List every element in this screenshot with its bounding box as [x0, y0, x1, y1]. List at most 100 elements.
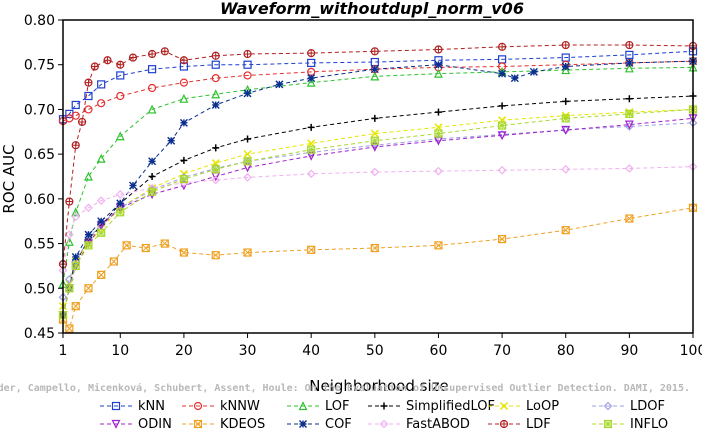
data-point: [243, 89, 252, 98]
data-point: [116, 199, 125, 208]
watermark-line-1: Campos, Zimek, Sander, Campello, Micenko…: [0, 382, 690, 394]
legend-item-fastabod: FastABOD: [368, 417, 470, 432]
series-line: [62, 207, 694, 330]
data-point: [624, 120, 634, 130]
data-point: [180, 156, 188, 164]
data-point: [434, 241, 443, 250]
legend: kNN kNNW LOF SimplifiedLOF LoOP LDOF ODIN KDEOS…: [100, 399, 668, 432]
data-point: [83, 171, 93, 181]
data-point: [65, 284, 74, 293]
legend-label: kNN: [138, 399, 165, 414]
data-point: [103, 56, 112, 65]
legend-label: SimplifiedLOF: [406, 399, 495, 414]
data-point: [434, 108, 442, 116]
data-point: [370, 136, 379, 145]
data-point: [212, 144, 220, 152]
data-point: [307, 123, 315, 131]
data-point: [624, 63, 634, 73]
data-point: [97, 217, 106, 226]
data-point: [111, 419, 121, 429]
data-point: [561, 40, 570, 50]
legend-label: LOF: [325, 399, 350, 414]
series-kdeos: [58, 203, 698, 333]
data-point: [370, 65, 379, 74]
data-point: [211, 100, 220, 109]
data-point: [71, 207, 81, 217]
data-point: [141, 243, 150, 253]
series-loop: [58, 105, 698, 311]
data-point: [71, 100, 80, 110]
data-point: [84, 241, 93, 250]
data-point: [370, 167, 380, 177]
x-tick-label: 10: [111, 343, 129, 359]
data-point: [179, 118, 188, 127]
x-tick-label: 30: [239, 343, 257, 359]
data-point: [179, 248, 189, 257]
series-simplifiedlof: [59, 92, 697, 319]
legend-label: LoOP: [526, 399, 559, 414]
data-point: [497, 42, 507, 51]
data-point: [211, 175, 221, 185]
data-point: [510, 74, 519, 83]
data-point: [71, 111, 80, 120]
data-point: [84, 284, 93, 293]
data-point: [147, 187, 157, 196]
data-point: [115, 190, 125, 199]
data-point: [307, 58, 316, 68]
x-tick-label: 90: [620, 343, 638, 359]
data-point: [243, 60, 252, 69]
data-point: [434, 60, 443, 69]
axes: 1 10 20 30 40 50 60 70 80 90 100 0.45 0.50 0.55 0.60 0.…: [24, 13, 702, 359]
data-point: [603, 401, 613, 411]
data-point: [497, 235, 507, 244]
data-point: [71, 302, 80, 311]
y-tick-label: 0.65: [24, 147, 55, 163]
legend-label: COF: [325, 417, 352, 432]
series-ldof: [58, 118, 698, 302]
data-point: [211, 74, 220, 83]
data-point: [625, 164, 634, 173]
data-point: [116, 208, 125, 217]
data-point: [625, 58, 634, 67]
data-point: [128, 53, 138, 62]
data-point: [625, 214, 634, 223]
data-point: [370, 243, 379, 253]
series-line: [62, 66, 694, 284]
series-ldf: [58, 40, 698, 269]
legend-label: LDOF: [630, 399, 665, 414]
data-point: [116, 60, 125, 69]
data-point: [193, 401, 203, 411]
data-point: [211, 51, 220, 60]
data-point: [109, 257, 119, 266]
data-point: [97, 80, 106, 89]
data-point: [84, 203, 93, 213]
data-point: [179, 93, 189, 103]
x-tick-label: 100: [680, 343, 702, 359]
data-point: [371, 114, 379, 122]
data-point: [561, 62, 570, 71]
data-point: [561, 125, 571, 135]
legend-item-simplifiedlof: SimplifiedLOF: [368, 399, 495, 414]
legend-item-ldf: LDF: [488, 417, 551, 432]
data-point: [603, 419, 613, 429]
data-point: [625, 109, 634, 119]
x-tick-label: 80: [557, 343, 575, 359]
data-point: [370, 47, 379, 56]
data-point: [498, 69, 507, 78]
data-point: [562, 97, 570, 105]
data-point: [306, 169, 316, 179]
data-point: [122, 241, 131, 250]
series-line: [62, 117, 694, 316]
legend-item-kdeos: KDEOS: [182, 417, 265, 432]
y-axis-title: ROC AUC: [0, 144, 18, 213]
data-point: [243, 71, 252, 80]
data-point: [379, 419, 389, 429]
data-point: [498, 102, 506, 110]
chart-title: Waveform_withoutdupl_norm_v06: [220, 0, 524, 18]
series-line: [62, 166, 694, 271]
data-point: [97, 99, 106, 108]
data-point: [497, 121, 507, 130]
data-point: [97, 228, 106, 237]
legend-item-lof: LOF: [287, 399, 350, 414]
x-tick-label: 20: [175, 343, 193, 359]
